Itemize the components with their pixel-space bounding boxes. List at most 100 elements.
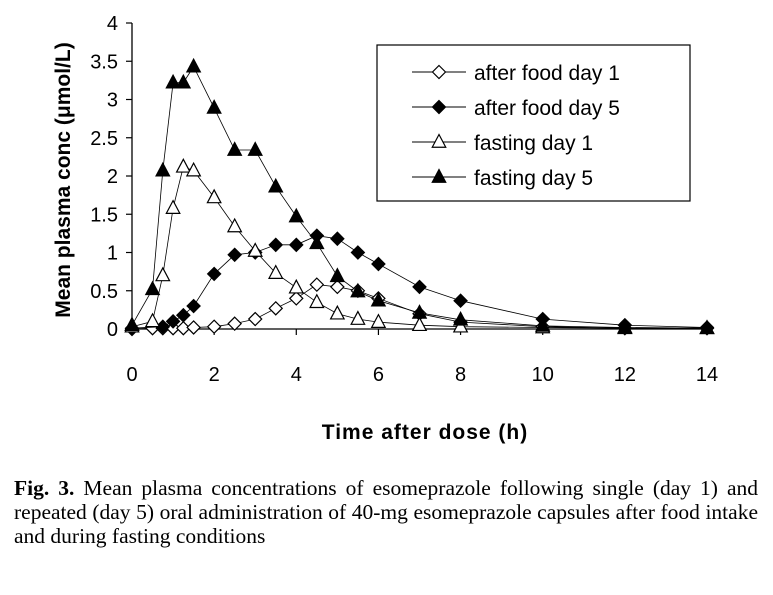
legend-marker	[431, 99, 447, 115]
data-point	[155, 266, 171, 282]
data-point	[534, 317, 551, 332]
y-tick-label: 2	[107, 166, 118, 188]
y-tick-label: 0.5	[90, 281, 118, 303]
y-tick-label: 3.5	[90, 51, 118, 73]
data-point	[453, 293, 468, 309]
data-point	[309, 293, 325, 309]
data-point	[288, 278, 305, 294]
data-point	[288, 207, 305, 223]
data-point	[206, 319, 222, 335]
x-tick-label: 0	[126, 364, 137, 386]
data-point	[186, 298, 201, 314]
legend-item: after food day 1	[412, 62, 620, 85]
data-point	[185, 161, 202, 177]
caption-text: Mean plasma concentrations of esomeprazo…	[14, 476, 759, 548]
x-tick-label: 6	[373, 364, 384, 386]
data-point	[268, 177, 284, 193]
data-point	[226, 217, 243, 233]
y-tick-label: 3	[107, 90, 118, 112]
data-point	[247, 242, 263, 257]
legend-label: after food day 1	[474, 62, 620, 85]
data-point	[330, 231, 345, 247]
data-point	[165, 314, 181, 329]
legend: after food day 1 after food day 5 fasting …	[376, 44, 691, 202]
x-axis-title: Time after dose (h)	[322, 421, 528, 444]
data-point	[330, 279, 345, 295]
data-point	[155, 161, 171, 177]
data-point	[412, 279, 427, 295]
series-fasting-day-5	[124, 57, 715, 335]
data-point	[226, 141, 243, 156]
figure-caption: Fig. 3. Mean plasma concentrations of es…	[14, 476, 758, 548]
data-point	[350, 310, 366, 325]
data-point	[699, 319, 715, 335]
data-point	[144, 312, 161, 328]
data-point	[309, 277, 325, 292]
legend-item: fasting day 5	[412, 167, 593, 190]
data-point	[247, 311, 263, 327]
y-tick-label: 1	[107, 243, 118, 265]
data-point	[206, 99, 222, 114]
data-point	[186, 320, 201, 335]
data-point	[309, 234, 325, 250]
series-line	[131, 166, 707, 329]
y-tick-label: 1.5	[90, 204, 118, 226]
y-ticks: 0 0.5 1 1.5 2 2.5 3 3.5 4	[90, 13, 132, 341]
y-tick-label: 0	[107, 319, 118, 341]
legend-label: after food day 5	[474, 97, 620, 120]
data-point	[370, 313, 387, 328]
legend-item: fasting day 1	[412, 132, 593, 155]
data-point	[268, 300, 284, 316]
data-point	[329, 304, 346, 320]
data-point	[144, 280, 161, 296]
x-ticks: 0 2 4 6 8 10 12 14	[126, 329, 718, 386]
chart: 0 0.5 1 1.5 2 2.5 3 3.5 4 0 2 4 6 8 10 12 14 Time after…	[52, 13, 718, 444]
data-point	[206, 188, 222, 204]
legend-items: after food day 1 after food day 5 fasting …	[412, 62, 620, 190]
data-point	[370, 291, 387, 307]
data-point	[165, 199, 181, 214]
legend-item: after food day 5	[412, 97, 620, 120]
data-point	[268, 264, 284, 280]
data-point	[268, 237, 284, 253]
legend-marker	[431, 64, 447, 80]
x-tick-label: 12	[614, 364, 636, 386]
data-point	[124, 316, 140, 332]
y-axis-title: Mean plasma conc (μmol/L)	[52, 42, 75, 317]
legend-label: fasting day 1	[474, 132, 593, 155]
data-point	[175, 307, 191, 323]
legend-marker	[431, 133, 447, 148]
data-point	[247, 141, 263, 156]
axes: 0 0.5 1 1.5 2 2.5 3 3.5 4 0 2 4 6 8 10 12 14	[90, 13, 718, 386]
data-point	[452, 311, 469, 326]
data-point	[227, 316, 243, 331]
x-tick-label: 4	[291, 364, 302, 386]
data-point	[288, 237, 304, 253]
x-tick-label: 10	[532, 364, 554, 386]
x-tick-label: 14	[696, 364, 718, 386]
data-point	[350, 282, 366, 298]
y-tick-label: 4	[107, 13, 118, 35]
y-tick-label: 2.5	[90, 128, 118, 150]
data-point	[350, 245, 366, 260]
data-point	[206, 266, 222, 282]
data-point	[411, 304, 428, 319]
data-point	[371, 256, 386, 272]
data-point	[185, 57, 202, 73]
legend-label: fasting day 5	[474, 167, 593, 190]
data-point	[165, 73, 181, 89]
series-after-food-day-5	[124, 228, 715, 336]
x-tick-label: 2	[209, 364, 220, 386]
series-layer	[124, 57, 715, 337]
series-fasting-day-1	[124, 158, 715, 335]
data-point	[288, 291, 304, 306]
data-point	[227, 247, 243, 263]
figure-label: Fig. 3.	[14, 476, 75, 500]
data-point	[175, 158, 192, 173]
x-tick-label: 8	[455, 364, 466, 386]
data-point	[411, 316, 428, 332]
legend-marker	[431, 168, 447, 183]
legend-box	[376, 44, 691, 202]
data-point	[175, 73, 192, 89]
data-point	[617, 318, 633, 334]
